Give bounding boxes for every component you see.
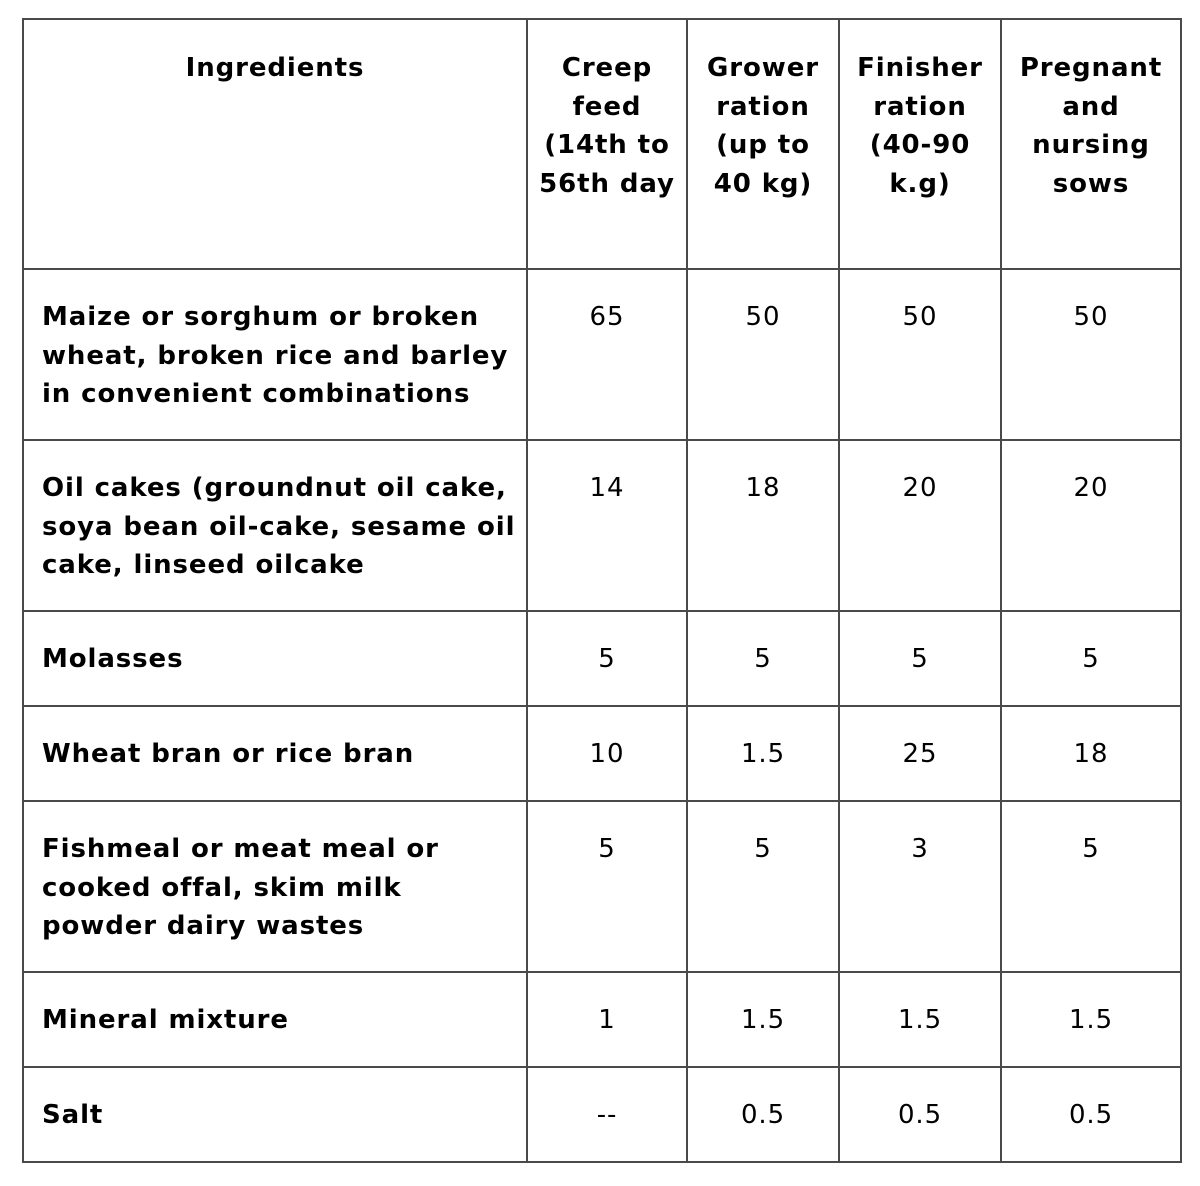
value-cell: 14 [526,439,688,612]
value-cell: 5 [526,610,688,707]
value-cell: 18 [1000,705,1182,802]
value-cell: 1.5 [1000,971,1182,1068]
value-cell: 5 [526,800,688,973]
ingredient-cell: Mineral mixture [22,971,528,1068]
table-row: Wheat bran or rice bran 10 1.5 25 18 [22,705,1182,802]
table-row: Maize or sorghum or broken wheat, broken… [22,268,1182,441]
value-cell: 5 [1000,800,1182,973]
table-row: Molasses 5 5 5 5 [22,610,1182,707]
value-cell: -- [526,1066,688,1163]
table-header-row: Ingredients Creep feed (14th to 56th day… [22,18,1182,270]
ingredient-cell: Oil cakes (groundnut oil cake, soya bean… [22,439,528,612]
value-cell: 1.5 [686,971,840,1068]
header-creep-feed: Creep feed (14th to 56th day [526,18,688,270]
header-ingredients: Ingredients [22,18,528,270]
table-row: Oil cakes (groundnut oil cake, soya bean… [22,439,1182,612]
value-cell: 65 [526,268,688,441]
value-cell: 20 [838,439,1002,612]
value-cell: 20 [1000,439,1182,612]
value-cell: 5 [686,610,840,707]
value-cell: 50 [838,268,1002,441]
value-cell: 50 [686,268,840,441]
table-row: Fishmeal or meat meal or cooked offal, s… [22,800,1182,973]
ingredient-cell: Maize or sorghum or broken wheat, broken… [22,268,528,441]
header-grower-ration: Grower ration (up to 40 kg) [686,18,840,270]
value-cell: 5 [686,800,840,973]
value-cell: 5 [838,610,1002,707]
value-cell: 25 [838,705,1002,802]
table-row: Mineral mixture 1 1.5 1.5 1.5 [22,971,1182,1068]
value-cell: 3 [838,800,1002,973]
value-cell: 1 [526,971,688,1068]
header-pregnant-nursing-sows: Pregnant and nursing sows [1000,18,1182,270]
ingredient-cell: Fishmeal or meat meal or cooked offal, s… [22,800,528,973]
value-cell: 0.5 [1000,1066,1182,1163]
value-cell: 50 [1000,268,1182,441]
value-cell: 10 [526,705,688,802]
value-cell: 0.5 [686,1066,840,1163]
value-cell: 1.5 [838,971,1002,1068]
ingredient-cell: Salt [22,1066,528,1163]
ingredient-cell: Wheat bran or rice bran [22,705,528,802]
value-cell: 5 [1000,610,1182,707]
header-finisher-ration: Finisher ration (40-90 k.g) [838,18,1002,270]
table-row: Salt -- 0.5 0.5 0.5 [22,1066,1182,1163]
value-cell: 1.5 [686,705,840,802]
value-cell: 0.5 [838,1066,1002,1163]
feed-ration-table: Ingredients Creep feed (14th to 56th day… [22,18,1182,1163]
ingredient-cell: Molasses [22,610,528,707]
value-cell: 18 [686,439,840,612]
